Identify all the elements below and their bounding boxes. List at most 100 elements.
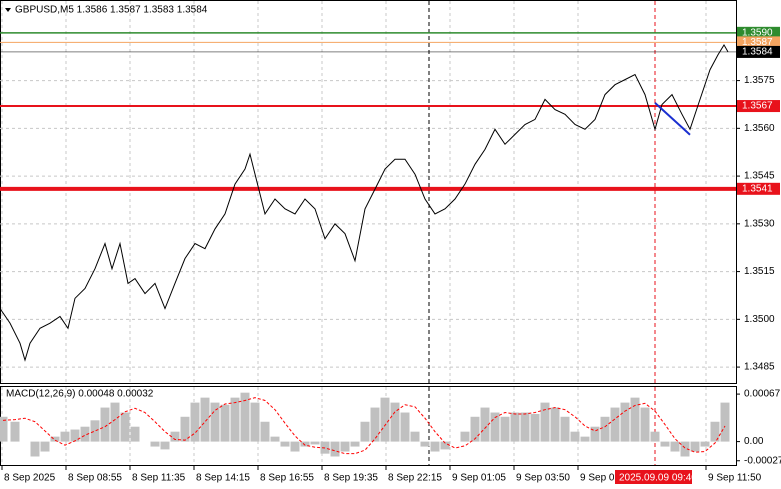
y-tick-label: 1.3500 (744, 314, 775, 325)
macd-bar (530, 413, 540, 442)
x-tick-label: 8 Sep 2025 (4, 473, 56, 484)
x-tick-label: 9 Sep 11:50 (708, 473, 762, 484)
macd-bar (200, 397, 210, 442)
macd-bar (220, 404, 230, 442)
y-tick-label: 1.3530 (744, 218, 775, 229)
macd-bar (340, 441, 350, 452)
chart-title: GBPUSD,M5 1.3586 1.3587 1.3583 1.3584 (15, 5, 208, 16)
macd-bar (510, 412, 520, 442)
macd-bar (280, 441, 290, 447)
macd-bar (700, 441, 710, 447)
macd-bar (350, 441, 360, 447)
macd-bar (250, 402, 260, 442)
macd-bar (100, 407, 110, 442)
macd-bar (310, 441, 320, 445)
macd-bar (540, 402, 550, 442)
macd-bar (420, 441, 430, 447)
trend-line (654, 102, 691, 136)
macd-bar (580, 436, 590, 442)
x-tick-label: 8 Sep 11:35 (132, 473, 186, 484)
macd-bar (520, 412, 530, 442)
macd-bar (180, 416, 190, 442)
macd-bar (490, 412, 500, 442)
macd-bar (560, 416, 570, 442)
y-tick-label: 1.3515 (744, 266, 775, 277)
macd-bar (30, 441, 40, 457)
macd-bar (160, 441, 170, 450)
macd-bar (210, 402, 220, 442)
macd-bar (370, 407, 380, 442)
macd-bar (90, 420, 100, 442)
macd-bar (260, 421, 270, 442)
macd-bar (620, 402, 630, 442)
macd-bar (0, 416, 8, 442)
level-label: 1.3584 (742, 47, 773, 58)
x-tick-label: 8 Sep 08:55 (68, 473, 122, 484)
macd-title: MACD(12,26,9) 0.00048 0.00032 (6, 389, 154, 400)
macd-bar (360, 421, 370, 442)
y-tick-label: -0.00027 (744, 455, 781, 466)
macd-bar (400, 412, 410, 442)
macd-bar (470, 416, 480, 442)
macd-bar (300, 441, 310, 447)
macd-bar (410, 431, 420, 442)
macd-bar (660, 441, 670, 447)
macd-bar (290, 441, 300, 452)
x-tick-label: 8 Sep 22:15 (388, 473, 442, 484)
y-tick-label: 1.3485 (744, 362, 775, 373)
y-tick-label: 1.3545 (744, 171, 775, 182)
macd-bar (120, 412, 130, 442)
macd-bar (330, 441, 340, 457)
macd-bar (110, 402, 120, 442)
macd-bar (430, 441, 440, 452)
macd-bar (600, 416, 610, 442)
y-tick-label: 1.3575 (744, 75, 775, 86)
x-tick-label: 9 Sep 01:05 (452, 473, 506, 484)
macd-bar (190, 402, 200, 442)
macd-bar (40, 441, 50, 452)
macd-bar (710, 421, 720, 442)
macd-bar (630, 397, 640, 442)
macd-bar (240, 392, 250, 442)
macd-bar (500, 416, 510, 442)
time-label-box (615, 470, 692, 484)
signal-line (2, 397, 726, 455)
level-label-box (737, 182, 780, 195)
macd-bar (270, 436, 280, 442)
macd-bar (50, 436, 60, 442)
level-label: 1.3541 (742, 183, 773, 194)
macd-bar (150, 441, 160, 447)
macd-bar (390, 402, 400, 442)
y-tick-label: 0.00067 (744, 389, 781, 400)
level-label-box (737, 36, 780, 49)
x-tick-label: 9 Sep 06 (580, 473, 620, 484)
macd-bar (170, 431, 180, 442)
macd-bar (680, 441, 690, 457)
time-label: 2025.09.09 09:40 (619, 473, 697, 484)
level-label: 1.3567 (742, 101, 773, 112)
price-pane (0, 0, 737, 384)
level-label: 1.3587 (742, 37, 773, 48)
level-label: 1.3590 (742, 27, 773, 38)
macd-bar (60, 431, 70, 442)
macd-bar (720, 402, 730, 442)
level-label-box (737, 45, 780, 58)
macd-bar (380, 397, 390, 442)
x-tick-label: 8 Sep 14:15 (196, 473, 250, 484)
level-label-box (737, 100, 780, 113)
macd-bar (480, 407, 490, 442)
macd-bar (10, 421, 20, 442)
macd-bar (550, 407, 560, 442)
y-tick-label: 0.00 (744, 436, 764, 447)
collapse-icon (5, 8, 11, 12)
macd-bar (230, 397, 240, 442)
macd-bar (570, 431, 580, 442)
macd-bar (650, 431, 660, 442)
macd-bar (130, 426, 140, 442)
macd-bar (590, 426, 600, 442)
macd-bar (70, 429, 80, 442)
macd-bar (460, 431, 470, 442)
level-label-box (737, 26, 780, 39)
x-tick-label: 8 Sep 16:55 (260, 473, 314, 484)
